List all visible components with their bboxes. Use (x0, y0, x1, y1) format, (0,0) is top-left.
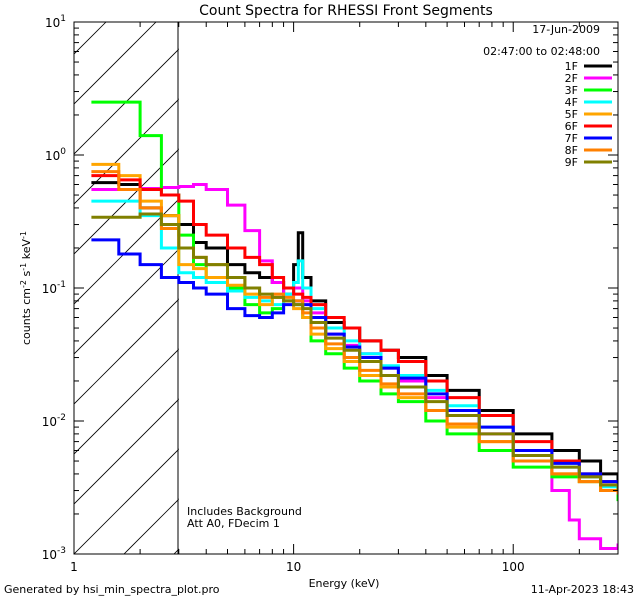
y-axis-label: counts cm-2 s-1 keV-1 (19, 231, 34, 345)
y-axis-label-text: counts cm-2 s-1 keV-1 (19, 231, 34, 345)
series-2F (91, 183, 618, 550)
hatch-line (324, 0, 640, 554)
chart-title: Count Spectra for RHESSI Front Segments (199, 3, 493, 19)
hatch-line (74, 348, 179, 455)
hatch-line (74, 48, 179, 155)
y-tick-label: 10-3 (42, 546, 66, 562)
annotation-attenuator: Att A0, FDecim 1 (187, 517, 280, 530)
annotation-background: Includes Background (187, 505, 302, 518)
legend-label: 3F (565, 84, 578, 97)
axes: 1 10 100 101 100 10-1 10-2 10-3 (42, 14, 619, 574)
hatch-line (74, 448, 179, 554)
legend-label: 5F (565, 108, 578, 121)
hatch-line (574, 0, 640, 554)
x-tick-label: 100 (502, 560, 525, 574)
y-tick-label: 10-1 (42, 280, 66, 296)
hatch-line (274, 0, 640, 554)
hatch-line (74, 248, 179, 355)
x-axis-label: Energy (keV) (309, 577, 380, 590)
x-tick-label: 10 (286, 560, 301, 574)
legend-label: 2F (565, 72, 578, 85)
footer-generated-by: Generated by hsi_min_spectra_plot.pro (4, 583, 220, 596)
series-group (91, 100, 618, 550)
y-tick-label: 101 (45, 14, 66, 30)
series-8F (91, 170, 618, 495)
hatch-line (624, 0, 640, 554)
hatch-line (474, 0, 640, 554)
hatch-line (74, 148, 179, 255)
hatch-line (74, 22, 157, 105)
series-9F (91, 212, 618, 491)
hatched-region (74, 0, 640, 554)
footer-timestamp: 11-Apr-2023 18:43 (530, 583, 634, 596)
legend-label: 7F (565, 132, 578, 145)
y-tick-label: 10-2 (42, 413, 66, 429)
plot-frame (73, 21, 619, 555)
legend-label: 6F (565, 120, 578, 133)
hatch-line (524, 0, 640, 554)
series-7F (91, 238, 618, 491)
legend-label: 1F (565, 60, 578, 73)
series-6F (91, 174, 618, 491)
y-tick-label: 100 (45, 147, 66, 163)
legend-label: 4F (565, 96, 578, 109)
date-label: 17-Jun-2009 (532, 23, 600, 36)
legend-label: 8F (565, 144, 578, 157)
x-tick-label: 1 (70, 560, 78, 574)
hatch-line (424, 0, 640, 554)
hatch-line (74, 398, 179, 505)
legend-label: 9F (565, 156, 578, 169)
time-range-label: 02:47:00 to 02:48:00 (483, 45, 600, 58)
